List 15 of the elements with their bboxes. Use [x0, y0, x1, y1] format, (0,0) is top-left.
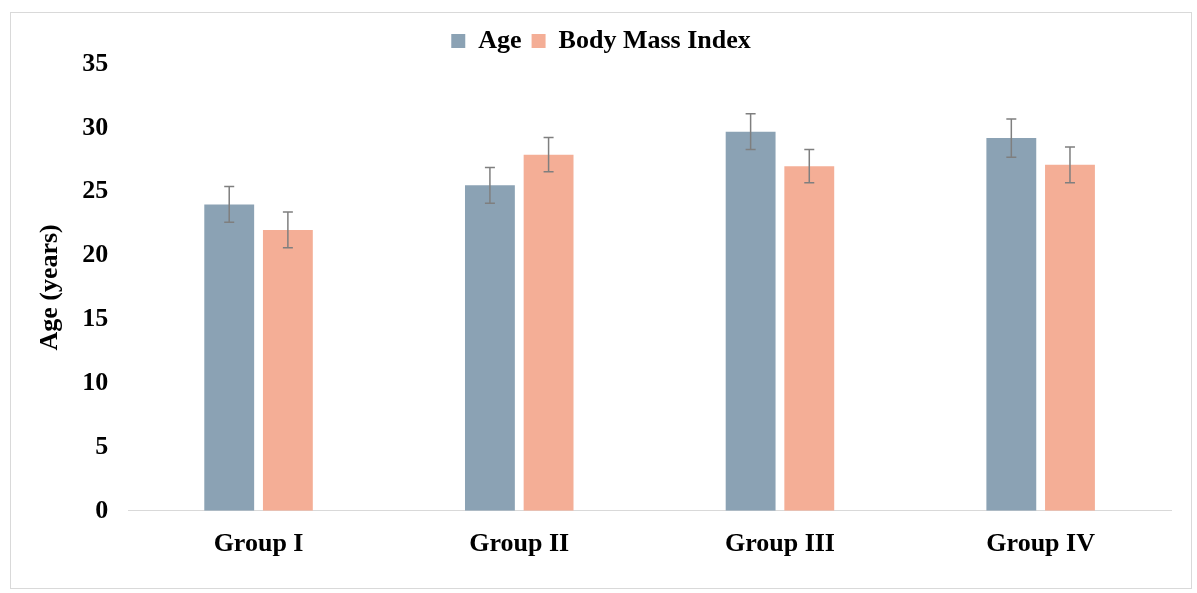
y-tick-label: 5 — [95, 430, 109, 460]
y-tick-label: 35 — [82, 47, 109, 77]
x-tick-label: Group IV — [986, 528, 1096, 558]
y-tick-label: 20 — [82, 239, 109, 269]
y-tick-label: 25 — [82, 175, 109, 205]
y-tick-label: 30 — [82, 111, 109, 141]
y-tick-label: 10 — [82, 366, 109, 396]
y-tick-label: 0 — [95, 494, 109, 524]
legend-label: Age — [478, 24, 522, 54]
y-axis-title: Age (years) — [34, 224, 64, 351]
y-tick-label: 15 — [82, 303, 109, 333]
x-tick-label: Group III — [724, 528, 835, 558]
x-tick-label: Group I — [213, 528, 304, 558]
legend-label: Body Mass Index — [558, 24, 751, 54]
x-tick-label: Group II — [469, 528, 570, 558]
